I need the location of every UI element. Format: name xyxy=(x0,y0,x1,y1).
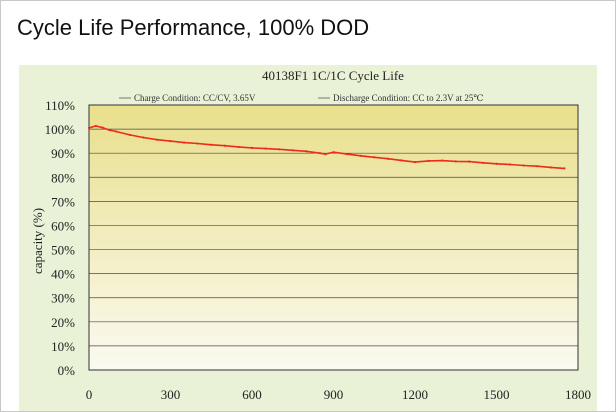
data-point xyxy=(210,143,213,146)
data-point xyxy=(128,133,131,136)
data-point xyxy=(142,136,145,139)
y-axis-label: capacity (%) xyxy=(30,208,45,274)
y-tick-label: 100% xyxy=(45,122,76,137)
chart-title: 40138F1 1C/1C Cycle Life xyxy=(262,68,404,83)
plot-border xyxy=(88,104,579,371)
y-tick-label: 30% xyxy=(51,291,75,306)
data-point xyxy=(522,164,525,167)
data-point xyxy=(87,126,91,129)
data-point xyxy=(345,153,349,156)
data-point xyxy=(94,124,97,128)
data-point xyxy=(549,166,552,169)
data-point xyxy=(155,138,159,141)
data-point xyxy=(324,153,327,156)
y-tick-label: 0% xyxy=(58,363,76,378)
data-point xyxy=(332,151,335,154)
data-point xyxy=(536,165,539,168)
y-tick-label: 90% xyxy=(51,146,75,161)
data-point xyxy=(250,146,254,149)
y-tick-label: 80% xyxy=(51,170,75,185)
legend: Charge Condition: CC/CV, 3.65V Discharge… xyxy=(119,93,483,103)
data-point xyxy=(441,159,444,162)
data-point xyxy=(373,156,376,159)
x-tick-label: 1800 xyxy=(565,387,591,402)
data-point xyxy=(481,161,485,164)
y-tick-label: 70% xyxy=(51,194,75,209)
data-point xyxy=(278,148,281,151)
y-tick-label: 110% xyxy=(45,98,75,113)
data-point xyxy=(400,159,403,162)
y-tick-label: 50% xyxy=(51,243,75,258)
data-point xyxy=(386,157,389,160)
legend-item-discharge: Discharge Condition: CC to 2.3V at 25℃ xyxy=(333,93,483,103)
data-point xyxy=(495,162,498,165)
x-axis-ticks: 0 300 600 900 1200 1500 1800 xyxy=(86,387,591,402)
x-tick-label: 1500 xyxy=(484,387,510,402)
y-tick-label: 40% xyxy=(51,267,75,282)
data-point xyxy=(305,150,308,153)
data-point xyxy=(508,163,512,166)
data-point xyxy=(264,147,267,150)
x-tick-label: 0 xyxy=(86,387,93,402)
data-point xyxy=(291,149,294,152)
data-point xyxy=(359,154,362,157)
data-point xyxy=(169,140,172,143)
data-point xyxy=(101,126,104,129)
x-tick-label: 300 xyxy=(161,387,181,402)
data-point xyxy=(108,128,111,132)
data-point xyxy=(223,144,226,147)
y-tick-label: 60% xyxy=(51,218,75,233)
data-point xyxy=(413,160,417,164)
plot-area xyxy=(89,105,578,370)
page-title: Cycle Life Performance, 100% DOD xyxy=(17,15,370,40)
y-tick-label: 20% xyxy=(51,315,75,330)
data-point xyxy=(115,130,118,133)
data-point xyxy=(318,152,322,155)
data-point xyxy=(454,160,457,163)
x-tick-label: 900 xyxy=(324,387,344,402)
data-point xyxy=(237,145,240,149)
data-point xyxy=(196,142,199,145)
y-axis-ticks: 0% 10% 20% 30% 40% 50% 60% 70% 80% 90% 100% 110% xyxy=(45,98,76,378)
x-tick-label: 1200 xyxy=(402,387,428,402)
data-point xyxy=(563,167,566,170)
x-tick-label: 600 xyxy=(242,387,262,402)
data-point xyxy=(468,160,471,163)
y-tick-label: 10% xyxy=(51,339,75,354)
data-point xyxy=(182,141,186,144)
legend-item-charge: Charge Condition: CC/CV, 3.65V xyxy=(134,93,256,103)
data-point xyxy=(427,159,430,162)
series-points xyxy=(87,124,566,170)
